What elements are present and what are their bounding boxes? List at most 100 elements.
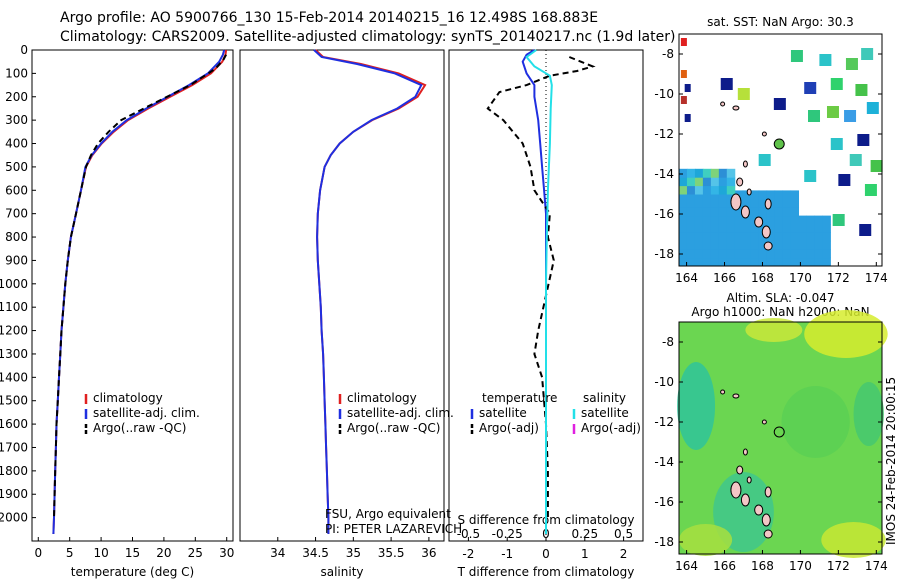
- sst-pixel: [782, 190, 792, 200]
- sst-pixel: [726, 190, 736, 200]
- sst-pixel: [758, 154, 771, 166]
- sst-pixel: [679, 185, 688, 195]
- sst-pixel: [694, 249, 704, 259]
- temperature-xtick-label: 25: [188, 546, 203, 560]
- sst-pixel: [822, 232, 831, 242]
- sla-lon-label: 174: [865, 559, 888, 573]
- sst-pixel: [686, 207, 696, 217]
- sla-island: [763, 529, 773, 539]
- sst-pixel: [734, 224, 744, 233]
- sst-pixel: [766, 232, 776, 242]
- sst-pixel: [845, 58, 858, 70]
- sst-pixel: [679, 190, 688, 200]
- sst-pixel: [774, 232, 784, 242]
- sst-pixel: [782, 249, 792, 259]
- sst-pixel: [742, 232, 752, 242]
- sst-pixel: [726, 249, 736, 259]
- sst-pixel: [680, 70, 687, 78]
- depth-tick-label: 100: [5, 66, 28, 80]
- sst-lon-label: 170: [789, 271, 812, 285]
- sst-pixel: [819, 54, 832, 66]
- sst-pixel: [710, 249, 720, 259]
- sst-pixel: [766, 249, 776, 259]
- sst-island: [761, 225, 771, 239]
- temperature-legend-label: Argo(..raw -QC): [93, 421, 186, 435]
- sst-pixel: [694, 232, 704, 242]
- sst-pixel: [758, 215, 768, 225]
- sst-pixel: [718, 168, 728, 178]
- sla-field-patch: [853, 382, 884, 446]
- sst-pixel: [742, 190, 752, 200]
- sst-pixel: [808, 110, 821, 122]
- sst-pixel: [694, 215, 704, 225]
- depth-tick-label: 0: [20, 43, 28, 57]
- salinity-legend-label: climatology: [347, 391, 417, 405]
- salinity-xtick-label: 36: [421, 546, 436, 560]
- imos-timestamp: IMOS 24-Feb-2014 20:00:15: [884, 376, 898, 545]
- sst-pixel: [710, 207, 720, 217]
- sla-map-layer: [677, 310, 888, 558]
- sst-pixel: [734, 215, 744, 225]
- sst-pixel: [726, 168, 736, 178]
- sst-pixel: [758, 207, 768, 217]
- sst-pixel: [855, 84, 868, 96]
- sla-lon-label: 172: [827, 559, 850, 573]
- depth-tick-label: 1300: [0, 347, 28, 361]
- sst-pixel: [679, 177, 688, 187]
- temperature-xtick-label: 15: [125, 546, 140, 560]
- sst-pixel: [702, 168, 712, 178]
- sst-pixel: [774, 249, 784, 259]
- sst-pixel: [790, 232, 800, 242]
- sst-pixel: [790, 257, 800, 267]
- sst-pixel: [726, 207, 736, 217]
- sst-pixel: [694, 257, 704, 267]
- sst-pixel: [718, 240, 728, 250]
- sst-pixel: [686, 257, 696, 267]
- sst-pixel: [806, 232, 815, 242]
- sst-island: [754, 216, 764, 228]
- sst-pixel: [806, 257, 815, 267]
- sst-pixel: [806, 215, 815, 225]
- sst-pixel: [694, 190, 704, 200]
- sst-pixel: [790, 249, 800, 259]
- sst-pixel: [814, 232, 823, 242]
- sst-pixel: [766, 224, 776, 233]
- sst-pixel: [734, 249, 744, 259]
- sst-island: [763, 241, 773, 251]
- difference-s-tick-label: 0.25: [571, 527, 598, 541]
- sst-pixel: [702, 224, 712, 233]
- temperature-xlabel: temperature (deg C): [71, 565, 194, 579]
- sst-pixel: [758, 232, 768, 242]
- sst-lon-label: 168: [751, 271, 774, 285]
- sst-pixel: [814, 215, 823, 225]
- difference-legend-temperature-title: temperature: [482, 391, 557, 405]
- sst-pixel: [832, 214, 845, 226]
- temperature-xtick-label: 30: [219, 546, 234, 560]
- sst-pixel: [782, 224, 792, 233]
- sst-pixel: [726, 185, 736, 195]
- sst-lat-label: -12: [654, 127, 674, 141]
- depth-tick-label: 1700: [0, 440, 28, 454]
- sla-lon-label: 166: [713, 559, 736, 573]
- sst-island: [736, 177, 744, 187]
- temperature-series-satellite-adj-clim-: [52, 49, 226, 535]
- sst-pixel: [814, 257, 823, 267]
- sst-lon-label: 166: [713, 271, 736, 285]
- sst-pixel: [720, 78, 733, 90]
- sst-island: [761, 131, 767, 137]
- sst-pixel: [790, 190, 800, 200]
- difference-salinity-legend-label: Argo(-adj): [581, 421, 641, 435]
- sst-pixel: [679, 168, 688, 178]
- sst-pixel: [710, 232, 720, 242]
- sst-pixel: [804, 82, 817, 94]
- salinity-xtick-label: 34: [270, 546, 285, 560]
- sst-pixel: [742, 240, 752, 250]
- sst-pixel: [710, 240, 720, 250]
- sst-pixel: [782, 240, 792, 250]
- sst-pixel: [790, 207, 800, 217]
- sst-pixel: [790, 215, 800, 225]
- sst-pixel: [702, 249, 712, 259]
- sst-pixel: [766, 190, 776, 200]
- sst-pixel: [710, 190, 720, 200]
- salinity-series-climatology: [314, 49, 427, 534]
